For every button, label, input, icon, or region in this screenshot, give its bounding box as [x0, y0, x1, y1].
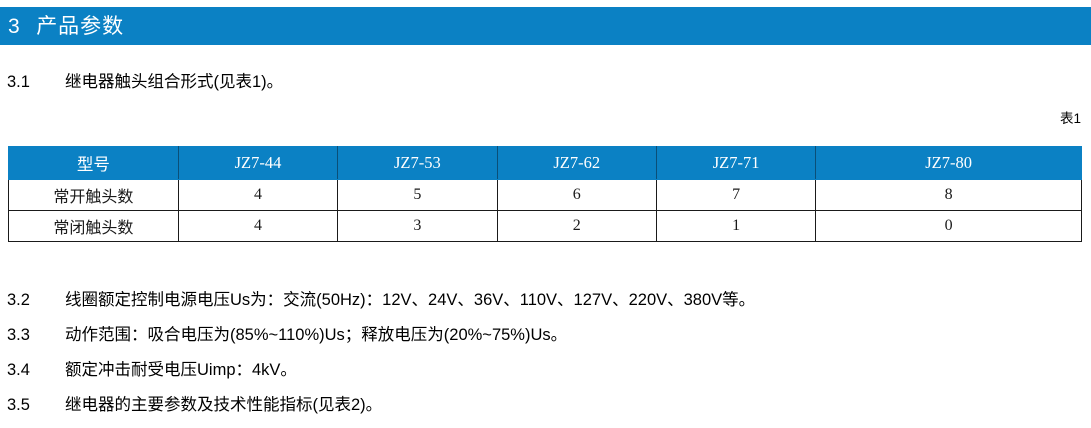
paragraph-3-4: 3.4 额定冲击耐受电压Uimp：4kV。: [7, 362, 297, 379]
table-caption: 表1: [1059, 111, 1081, 126]
table-header-jz7-71: JZ7-71: [655, 146, 817, 180]
row-label-nc-cells: 常闭触头数: [8, 210, 179, 242]
paragraph-3-4-number: 3.4: [7, 361, 30, 379]
paragraph-3-5-number: 3.5: [7, 396, 30, 414]
cell-nc-jz7-80: 0: [815, 210, 1082, 242]
table-header-row: 型号 JZ7-44 JZ7-53 JZ7-62 JZ7-71 JZ7-80: [8, 146, 1082, 180]
paragraph-3-3: 3.3 动作范围：吸合电压为(85%~110%)Us；释放电压为(20%~75%)…: [7, 327, 567, 344]
table-header-jz7-62: JZ7-62: [496, 146, 657, 180]
table-row: 常闭触头数 4 3 2 1 0: [8, 210, 1082, 242]
paragraph-3-4-text: 额定冲击耐受电压Uimp：4kV。: [65, 361, 297, 379]
table-header-jz7-80: JZ7-80: [815, 146, 1082, 180]
table-header-jz7-44: JZ7-44: [177, 146, 339, 180]
section-title: 产品参数: [36, 14, 125, 38]
table-row: 常开触头数 4 5 6 7 8: [8, 179, 1082, 211]
paragraph-3-3-number: 3.3: [7, 326, 30, 344]
paragraph-3-2: 3.2 线圈额定控制电源电压Us为：交流(50Hz)：12V、24V、36V、11…: [7, 292, 755, 309]
cell-no-jz7-62: 6: [496, 179, 657, 211]
table-header-model: 型号: [8, 146, 179, 180]
cell-no-jz7-71: 7: [655, 179, 817, 211]
cell-no-jz7-80: 8: [815, 179, 1082, 211]
row-label-no-cells: 常开触头数: [8, 179, 179, 211]
cell-nc-jz7-62: 2: [496, 210, 657, 242]
table-header-jz7-53: JZ7-53: [337, 146, 498, 180]
paragraph-3-2-number: 3.2: [7, 291, 30, 309]
cell-no-jz7-53: 5: [337, 179, 498, 211]
paragraph-3-1: 3.1 继电器触头组合形式(见表1)。: [7, 74, 283, 91]
cell-no-jz7-44: 4: [177, 179, 339, 211]
cell-nc-jz7-44: 4: [177, 210, 339, 242]
cell-nc-jz7-53: 3: [337, 210, 498, 242]
contact-combination-table: 型号 JZ7-44 JZ7-53 JZ7-62 JZ7-71 JZ7-80 常开…: [8, 146, 1082, 242]
section-number: 3: [8, 14, 21, 38]
paragraph-3-3-text: 动作范围：吸合电压为(85%~110%)Us；释放电压为(20%~75%)Us。: [65, 326, 568, 344]
paragraph-3-2-text: 线圈额定控制电源电压Us为：交流(50Hz)：12V、24V、36V、110V、…: [65, 291, 756, 309]
paragraph-3-1-number: 3.1: [7, 73, 30, 91]
paragraph-3-5-text: 继电器的主要参数及技术性能指标(见表2)。: [65, 396, 383, 414]
paragraph-3-1-text: 继电器触头组合形式(见表1)。: [65, 73, 284, 91]
paragraph-3-5: 3.5 继电器的主要参数及技术性能指标(见表2)。: [7, 397, 382, 414]
cell-nc-jz7-71: 1: [655, 210, 817, 242]
section-header-bar: 3 产品参数: [0, 7, 1091, 45]
